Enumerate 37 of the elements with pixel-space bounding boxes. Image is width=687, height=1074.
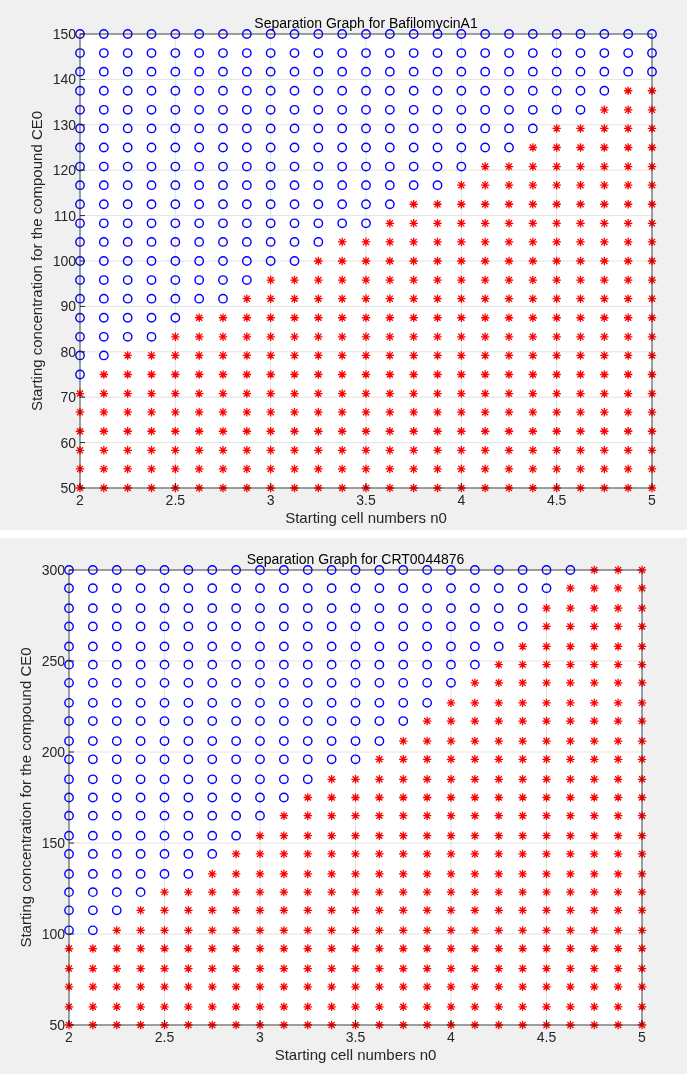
x-tick-label: 4.5 — [546, 492, 567, 508]
y-tick-label: 60 — [60, 434, 77, 451]
y-tick-label: 100 — [41, 926, 66, 942]
x-tick-label: 3 — [256, 1029, 265, 1045]
y-tick-label: 110 — [53, 207, 77, 224]
x-tick-label: 2 — [65, 1029, 74, 1045]
x-tick-label: 2.5 — [165, 492, 186, 508]
y-tick-label: 250 — [41, 653, 66, 669]
x-tick-label: 2.5 — [154, 1029, 175, 1045]
y-tick-label: 130 — [52, 116, 77, 133]
x-tick-label: 3.5 — [345, 1029, 366, 1045]
y-tick-label: 50 — [60, 480, 77, 496]
y-tick-label: 50 — [49, 1017, 66, 1033]
y-tick-label: 120 — [52, 162, 77, 179]
y-tick-label: 200 — [41, 744, 66, 760]
x-tick-label: 3.5 — [356, 492, 376, 508]
x-tick-label: 5 — [648, 492, 657, 508]
chart-title: Separation Graph for BafilomycinA1 — [254, 15, 478, 31]
y-tick-label: 300 — [41, 562, 66, 578]
x-tick-label: 3 — [266, 492, 275, 508]
x-tick-label: 5 — [638, 1029, 647, 1045]
y-tick-label: 100 — [52, 253, 77, 269]
x-axis-title: Starting cell numbers n0 — [274, 1046, 437, 1063]
y-tick-label: 90 — [60, 298, 77, 315]
y-tick-label: 140 — [52, 71, 77, 88]
y-axis-title: Starting concentration for the compound CE0 — [17, 647, 34, 948]
x-axis-title: Starting cell numbers n0 — [285, 509, 447, 526]
y-tick-label: 70 — [60, 389, 77, 406]
chart-title: Separation Graph for CRT0044876 — [246, 551, 465, 567]
x-tick-label: 4.5 — [536, 1029, 557, 1045]
y-tick-label: 150 — [52, 26, 77, 42]
y-tick-label: 150 — [41, 835, 66, 851]
x-tick-label: 2 — [76, 492, 85, 508]
y-tick-label: 80 — [60, 343, 77, 360]
x-tick-label: 4 — [457, 492, 466, 508]
y-axis-title: Starting concentration for the compound CE0 — [28, 110, 45, 412]
x-tick-label: 4 — [447, 1029, 456, 1045]
